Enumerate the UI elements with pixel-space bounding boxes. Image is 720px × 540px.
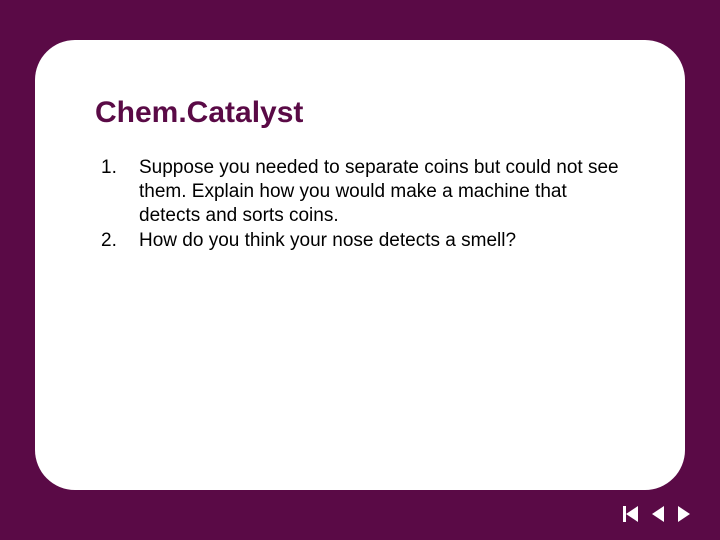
next-icon[interactable]: [678, 506, 690, 522]
list-item: How do you think your nose detects a sme…: [95, 229, 625, 253]
prev-icon[interactable]: [652, 506, 664, 522]
skip-back-icon: [626, 506, 638, 522]
slide-card: Chem.Catalyst Suppose you needed to sepa…: [35, 40, 685, 490]
question-list: Suppose you needed to separate coins but…: [95, 156, 625, 253]
slide-title: Chem.Catalyst: [95, 96, 625, 130]
list-item: Suppose you needed to separate coins but…: [95, 156, 625, 227]
first-slide-button[interactable]: [623, 506, 638, 522]
slide-nav: [623, 506, 690, 522]
